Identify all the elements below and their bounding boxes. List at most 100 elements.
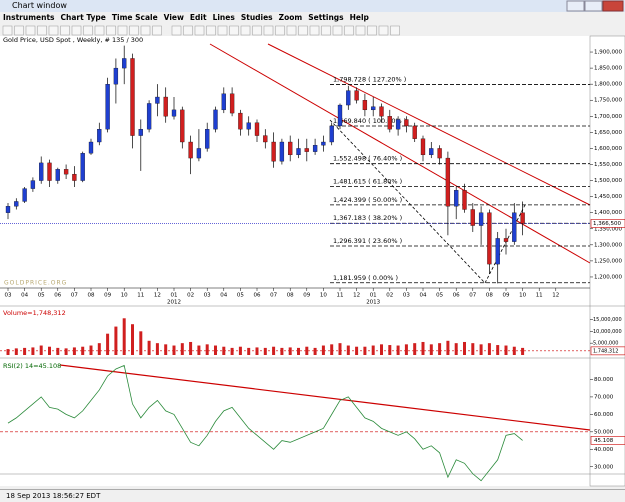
toolbar-button[interactable]	[206, 25, 216, 36]
volume-bar	[122, 318, 126, 355]
toolbar-button[interactable]	[321, 25, 331, 36]
volume-bar	[512, 346, 516, 355]
candle-body	[387, 116, 392, 130]
x-tick-label: 06	[453, 293, 460, 299]
menu-item[interactable]: Edit	[189, 13, 207, 22]
candle-body	[47, 162, 52, 181]
y-tick-label: 80.000	[594, 377, 614, 383]
minimize-button[interactable]	[566, 0, 585, 12]
volume-bar	[189, 341, 193, 355]
candle-body	[296, 148, 301, 156]
x-tick-label: 03	[5, 293, 12, 299]
title-bar: Chart window	[0, 0, 625, 12]
candle-body	[271, 141, 276, 162]
menu-item[interactable]: Chart Type	[60, 13, 106, 22]
volume-bar	[487, 343, 491, 355]
y-tick-label: 30.000	[594, 464, 614, 470]
toolbar-button[interactable]	[298, 25, 308, 36]
toolbar-button[interactable]	[378, 25, 389, 36]
toolbar-button[interactable]	[71, 25, 82, 36]
y-tick-label: 1,800,000	[594, 82, 622, 88]
menu-item[interactable]: Instruments	[3, 13, 55, 22]
toolbar-button[interactable]	[194, 25, 205, 36]
candle-body	[221, 93, 226, 111]
close-button[interactable]	[602, 0, 624, 12]
volume-bar	[463, 341, 466, 355]
toolbar-button[interactable]	[240, 25, 251, 36]
toolbar-button[interactable]	[229, 25, 239, 36]
toolbar-button[interactable]	[25, 25, 36, 36]
toolbar-button[interactable]	[37, 25, 47, 36]
x-tick-label: 05	[237, 293, 244, 299]
menu-item[interactable]: Time Scale	[111, 13, 158, 22]
toolbar-button[interactable]	[332, 25, 343, 36]
fib-label: 1,367.183 ( 38.20% )	[333, 214, 402, 222]
toolbar-button[interactable]	[106, 25, 116, 36]
candle-body	[329, 125, 334, 143]
toolbar-button[interactable]	[2, 25, 13, 36]
window-title: Chart window	[12, 1, 67, 10]
candle-body	[55, 169, 60, 181]
volume-bar	[106, 333, 110, 355]
fib-label: 1,669.840 ( 100.00% )	[333, 117, 406, 125]
y-tick-label: 1,900,000	[594, 50, 622, 56]
toolbar-button[interactable]	[140, 25, 151, 36]
volume-bar	[363, 346, 367, 355]
menu-item[interactable]: Help	[349, 13, 369, 22]
volume-bar	[471, 343, 475, 355]
volume-bar	[89, 345, 93, 355]
toolbar-button[interactable]	[252, 25, 262, 36]
toolbar-button[interactable]	[286, 25, 297, 36]
toolbar-button[interactable]	[309, 25, 320, 36]
volume-bar	[330, 344, 334, 355]
y-tick-label: 1,600,000	[594, 146, 622, 152]
x-tick-label: 07	[71, 293, 78, 299]
x-tick-label: 08	[287, 293, 294, 299]
volume-bar	[247, 347, 251, 355]
volume-bar	[114, 326, 118, 355]
rsi-current-box	[590, 436, 625, 445]
candle-body	[146, 103, 152, 130]
x-tick-label: 09	[104, 293, 111, 299]
menu-item[interactable]: Settings	[308, 13, 344, 22]
toolbar-button[interactable]	[263, 25, 274, 36]
toolbar-button[interactable]	[171, 25, 182, 36]
axis-background	[589, 35, 625, 487]
y-tick-label: 1,250,000	[594, 258, 622, 264]
toolbar-button[interactable]	[183, 25, 193, 36]
volume-bar	[197, 345, 201, 355]
toolbar-button[interactable]	[217, 25, 228, 36]
toolbar-button[interactable]	[367, 25, 377, 36]
menu-item[interactable]: Zoom	[278, 13, 303, 22]
toolbar-button[interactable]	[152, 25, 162, 36]
toolbar-button[interactable]	[117, 25, 128, 36]
toolbar-button[interactable]	[129, 25, 139, 36]
x-tick-label: 08	[88, 293, 95, 299]
candle-body	[495, 238, 500, 265]
volume-bar	[504, 345, 508, 355]
toolbar-button[interactable]	[275, 25, 285, 36]
current-price-label: 1,366,500	[593, 221, 621, 227]
toolbar-button[interactable]	[48, 25, 59, 36]
candle-body	[279, 141, 285, 162]
candle-body	[246, 122, 251, 130]
maximize-button[interactable]	[584, 0, 603, 12]
menu-item[interactable]: Studies	[240, 13, 273, 22]
menu-item[interactable]: View	[163, 13, 184, 22]
candle-body	[520, 212, 525, 224]
menu-item[interactable]: Lines	[212, 13, 235, 22]
toolbar-button[interactable]	[344, 25, 354, 36]
candle-body	[30, 180, 36, 189]
fib-label: 1,798.728 ( 127.20% )	[333, 76, 406, 84]
toolbar-button[interactable]	[83, 25, 93, 36]
volume-bar	[454, 343, 458, 355]
candle-body	[72, 173, 77, 181]
toolbar-button[interactable]	[390, 25, 400, 36]
candle-body	[155, 96, 160, 104]
candle-body	[163, 96, 168, 117]
toolbar-button[interactable]	[14, 25, 24, 36]
toolbar-button[interactable]	[60, 25, 70, 36]
candle-body	[346, 90, 351, 106]
toolbar-button[interactable]	[94, 25, 105, 36]
toolbar-button[interactable]	[355, 25, 366, 36]
